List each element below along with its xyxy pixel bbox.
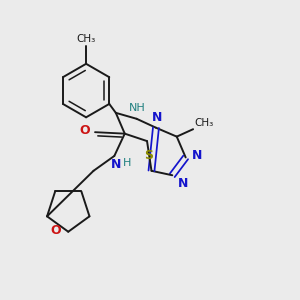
Text: NH: NH: [129, 103, 146, 113]
Text: N: N: [192, 149, 203, 162]
Text: N: N: [152, 111, 163, 124]
Text: S: S: [144, 148, 153, 161]
Text: CH₃: CH₃: [76, 34, 96, 44]
Text: H: H: [123, 158, 131, 168]
Text: O: O: [50, 224, 61, 237]
Text: N: N: [111, 158, 121, 171]
Text: O: O: [79, 124, 90, 137]
Text: N: N: [178, 177, 188, 190]
Text: CH₃: CH₃: [195, 118, 214, 128]
